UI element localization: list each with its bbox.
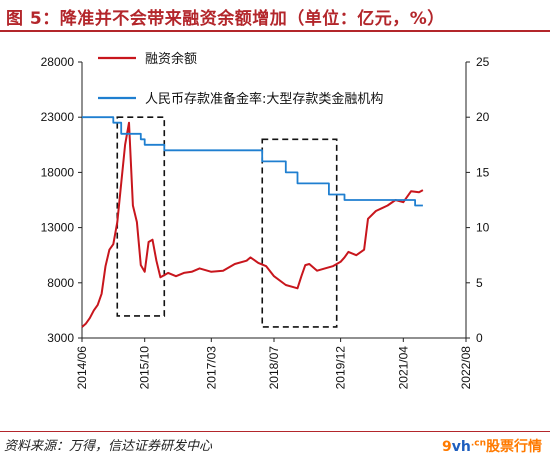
y-left-tick-label: 18000 — [41, 165, 75, 179]
legend-label-rrr: 人民币存款准备金率:大型存款类金融机构 — [145, 91, 383, 107]
y-right-tick-label: 15 — [476, 165, 490, 179]
y-left-tick-label: 23000 — [41, 110, 75, 124]
figure-title: 图 5：降准并不会带来融资余额增加（单位：亿元，%） — [6, 9, 445, 29]
y-right-tick-label: 0 — [476, 331, 483, 345]
legend-label-margin: 融资余额 — [145, 51, 197, 67]
y-right-tick-label: 5 — [476, 276, 483, 290]
y-right-tick-label: 10 — [476, 221, 490, 235]
x-tick-label: 2014/06 — [75, 346, 89, 390]
y-right-tick-label: 20 — [476, 110, 490, 124]
x-tick-label: 2017/03 — [204, 346, 218, 390]
series-line-rrr — [82, 116, 423, 207]
watermark-prefix: 9 — [441, 439, 452, 455]
footer-rule — [0, 431, 550, 432]
y-left-tick-label: 28000 — [41, 55, 75, 69]
chart: 3000 8000 13000 18000 23000 28000 0 5 10 15 20 25 20… — [41, 51, 490, 390]
x-tick-label: 2018/07 — [267, 346, 281, 390]
title-rule — [0, 30, 550, 32]
source-note: 资料来源：万得，信达证券研发中心 — [4, 439, 213, 454]
y-left-tick-label: 3000 — [47, 331, 74, 345]
y-left-tick-label: 8000 — [47, 276, 74, 290]
x-tick-label: 2019/12 — [334, 346, 348, 390]
y-left-tick-label: 13000 — [41, 221, 75, 235]
series-line-margin-balance — [81, 121, 424, 328]
watermark-text: 股票行情 — [486, 439, 542, 455]
watermark-logo: 9vh.cn股票行情 — [442, 436, 542, 456]
watermark-brand: vh — [451, 439, 471, 455]
x-tick-label: 2021/04 — [396, 346, 410, 390]
annotation-box-2 — [261, 138, 338, 328]
y-right-tick-label: 25 — [476, 55, 490, 69]
watermark-domain: .cn — [470, 438, 486, 449]
x-tick-label: 2015/10 — [138, 346, 152, 390]
x-tick-label: 2022/08 — [459, 346, 473, 390]
